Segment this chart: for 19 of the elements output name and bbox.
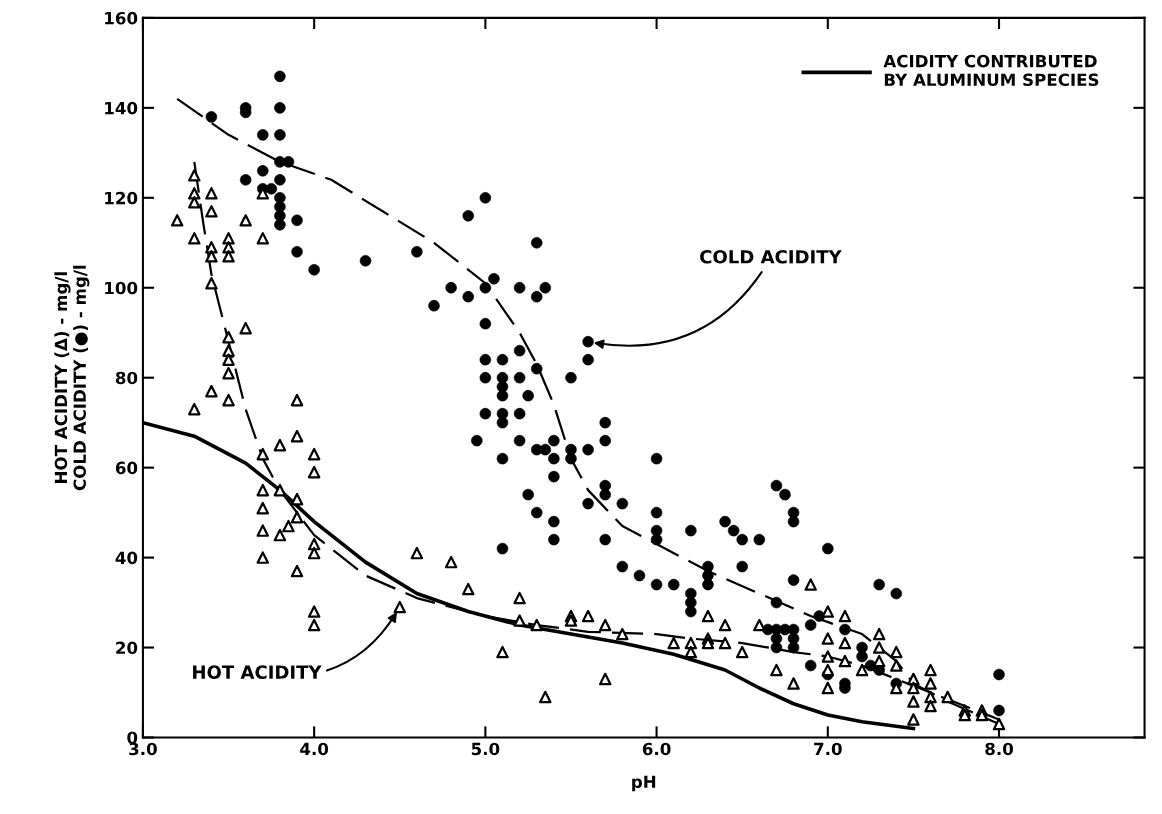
legend-label: ACIDITY CONTRIBUTED BY ALUMINUM SPECIES [883,54,1099,87]
y-tick-label: 80 [115,371,138,385]
annotation: HOT ACIDITY [193,665,322,679]
x-tick-label: 8.0 [985,742,1013,756]
y-tick-label: 120 [105,191,138,205]
y-tick-label: 140 [105,101,138,115]
y-tick-label: 20 [116,641,138,655]
y-tick-label: 40 [115,551,138,565]
y-tick-label: 100 [105,281,138,295]
x-axis-title: pH [632,775,656,792]
y-tick-label: 60 [115,461,138,475]
annotation: COLD ACIDITY [700,249,842,264]
x-tick-label: 7.0 [814,742,842,756]
x-tick-label: 5.0 [471,742,500,756]
x-tick-label: 6.0 [642,742,671,756]
y-axis-title: HOT ACIDITY (Δ) - mg/l COLD ACIDITY (●) - mg/l [54,265,90,491]
x-tick-label: 3.0 [129,742,157,756]
y-tick-label: 160 [105,11,138,25]
x-tick-label: 4.0 [300,742,329,756]
